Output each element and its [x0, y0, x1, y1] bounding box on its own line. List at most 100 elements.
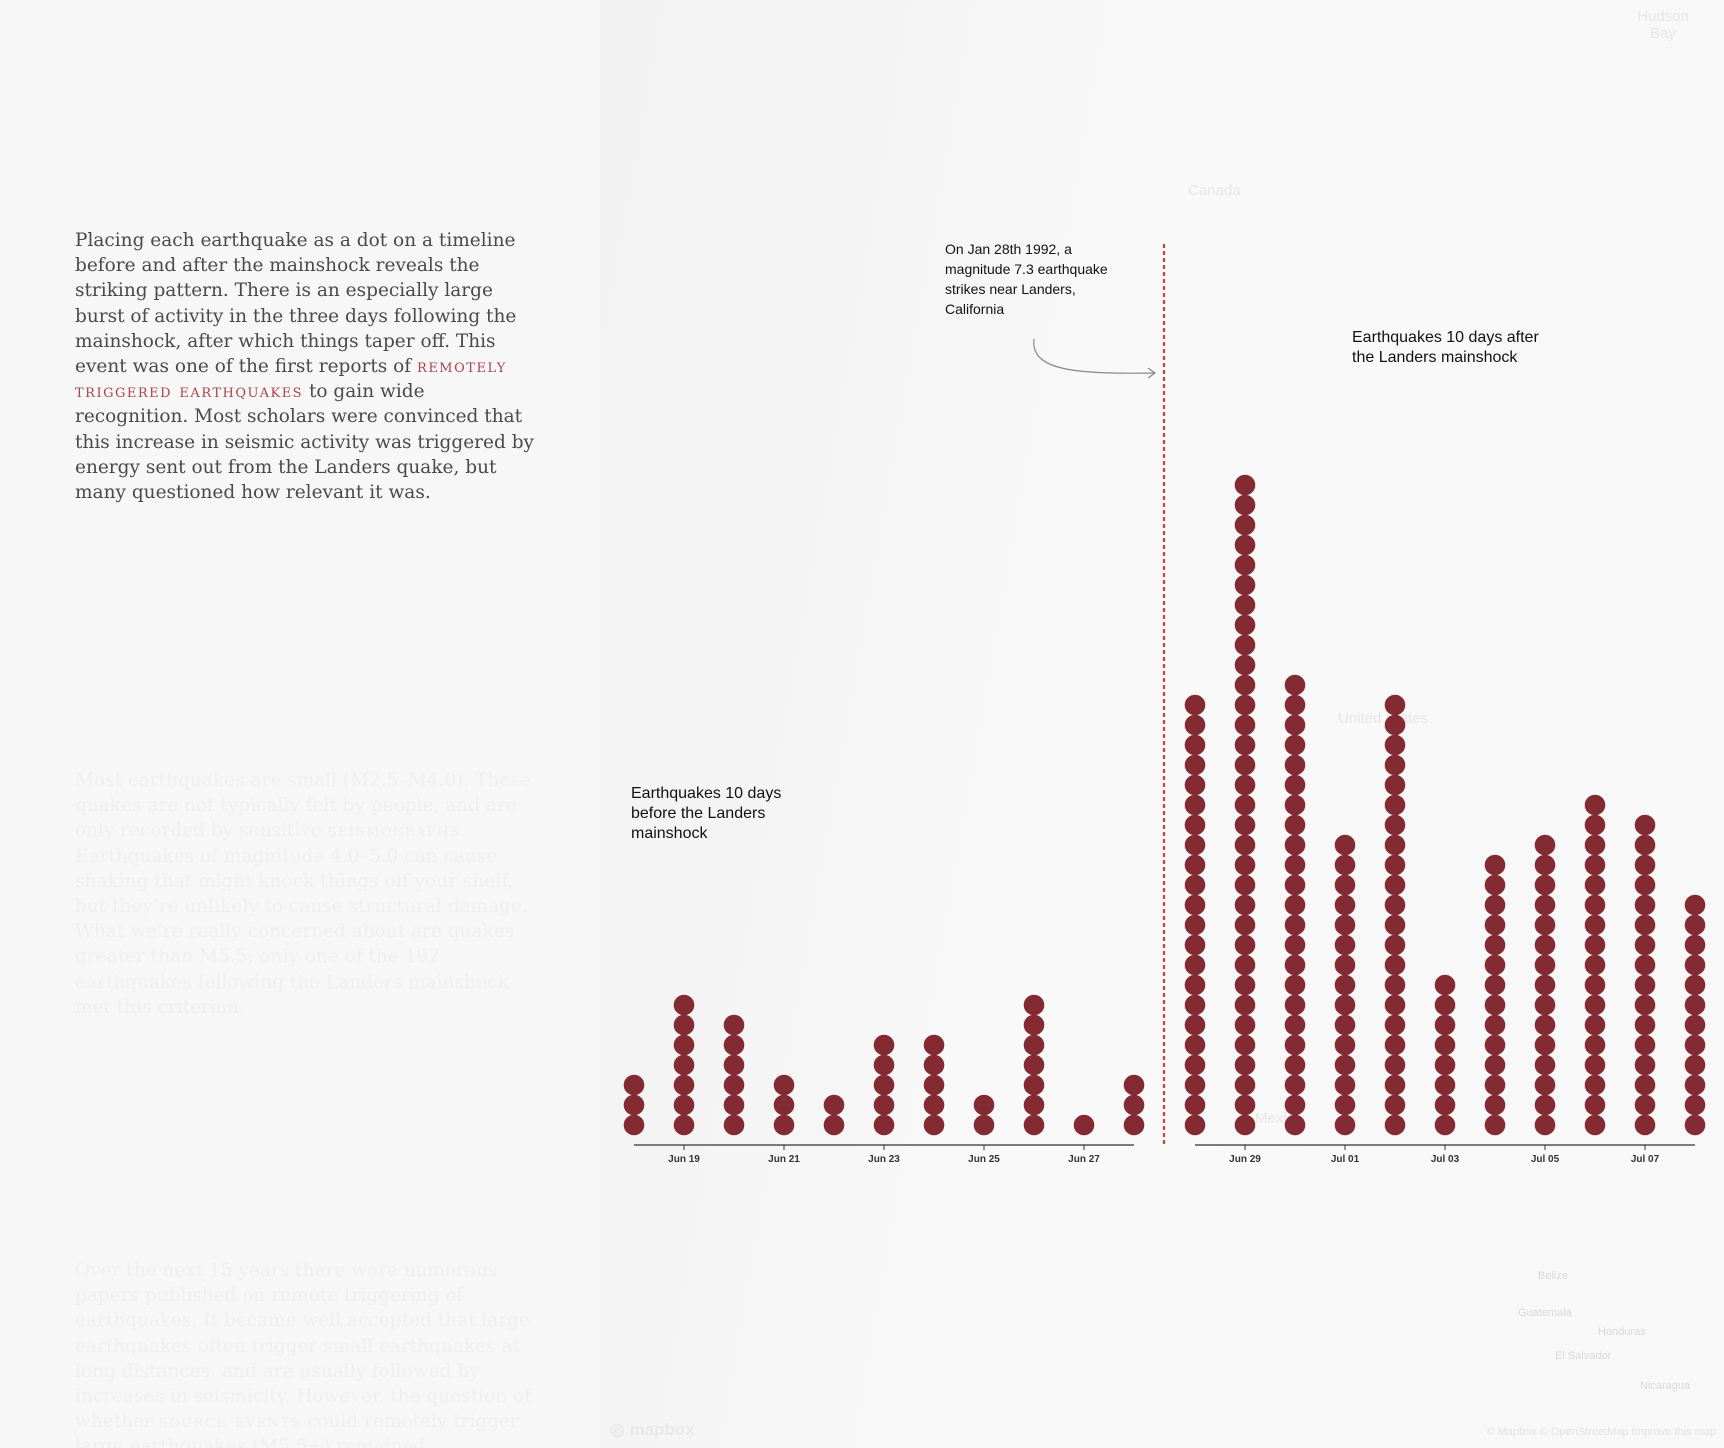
earthquake-dot [1234, 694, 1256, 716]
earthquake-dot [1584, 794, 1606, 816]
link-seismographs[interactable]: seismographs [327, 820, 461, 842]
tick-label: Jun 29 [1229, 1154, 1261, 1165]
earthquake-dot [1184, 814, 1206, 836]
earthquake-dot [1584, 894, 1606, 916]
earthquake-dot [1634, 834, 1656, 856]
earthquake-dot [1184, 1094, 1206, 1116]
earthquake-dot [1484, 954, 1506, 976]
earthquake-dot [1384, 974, 1406, 996]
earthquake-dot [1284, 834, 1306, 856]
tick-label: Jun 27 [1068, 1154, 1100, 1165]
earthquake-dot [673, 1094, 695, 1116]
earthquake-dot [1234, 534, 1256, 556]
earthquake-dot [1234, 854, 1256, 876]
earthquake-dot [1534, 1074, 1556, 1096]
earthquake-dot [1684, 1094, 1706, 1116]
earthquake-dot [723, 1074, 745, 1096]
earthquake-dot [773, 1074, 795, 1096]
earthquake-dot [723, 1054, 745, 1076]
earthquake-dot [1534, 914, 1556, 936]
earthquake-dot [1584, 914, 1606, 936]
paragraph-text: could remotely trigger large earthquakes… [75, 1411, 519, 1448]
earthquake-dot [1384, 934, 1406, 956]
earthquake-dot [1184, 1114, 1206, 1136]
earthquake-dot [1534, 894, 1556, 916]
earthquake-dot [1484, 914, 1506, 936]
earthquake-dot [623, 1114, 645, 1136]
earthquake-dot [1684, 1054, 1706, 1076]
earthquake-dot [773, 1094, 795, 1116]
earthquake-dot [1384, 854, 1406, 876]
earthquake-dot [1434, 1014, 1456, 1036]
earthquake-dot [673, 1114, 695, 1136]
earthquake-dot [1384, 714, 1406, 736]
earthquake-dot [1023, 1074, 1045, 1096]
earthquake-dot [1584, 1054, 1606, 1076]
earthquake-dot [1434, 994, 1456, 1016]
tick-label: Jul 03 [1431, 1154, 1460, 1165]
earthquake-dot [1534, 834, 1556, 856]
after-group: Jun 29 Jul 01 Jul 03 Jul 05 Jul 07 [1184, 474, 1706, 1165]
before-column-jun-28 [1123, 1074, 1145, 1136]
earthquake-dot [1234, 574, 1256, 596]
earthquake-dot [1334, 1094, 1356, 1116]
earthquake-dot [873, 1054, 895, 1076]
earthquake-dot [1334, 1014, 1356, 1036]
earthquake-dot [1123, 1074, 1145, 1096]
earthquake-dot [1234, 1114, 1256, 1136]
map-attribution[interactable]: © Mapbox © OpenStreetMap Improve this ma… [1486, 1426, 1716, 1438]
before-column-jun-22 [823, 1094, 845, 1136]
mapbox-logo[interactable]: ◎ mapbox [610, 1420, 695, 1439]
earthquake-dot [1334, 1114, 1356, 1136]
earthquake-dot [1234, 1034, 1256, 1056]
earthquake-dot [1234, 554, 1256, 576]
earthquake-dot [1484, 1094, 1506, 1116]
earthquake-dot [1484, 994, 1506, 1016]
earthquake-dot [1584, 814, 1606, 836]
before-column-jun-21 [773, 1074, 795, 1136]
earthquake-dot [623, 1094, 645, 1116]
earthquake-dot [873, 1034, 895, 1056]
earthquake-dot [1684, 974, 1706, 996]
tick-label: Jun 23 [868, 1154, 900, 1165]
before-column-jun-26 [1023, 994, 1045, 1136]
earthquake-dot [1534, 974, 1556, 996]
earthquake-dot [1484, 974, 1506, 996]
earthquake-dot [1684, 994, 1706, 1016]
earthquake-dot [1484, 1074, 1506, 1096]
link-source-events[interactable]: source events [158, 1411, 302, 1433]
earthquake-dot [1184, 834, 1206, 856]
earthquake-dot [1634, 1074, 1656, 1096]
earthquake-dot [1284, 914, 1306, 936]
earthquake-dot [1284, 1014, 1306, 1036]
earthquake-dot [1484, 1114, 1506, 1136]
earthquake-dot [1184, 714, 1206, 736]
earthquake-dot [1334, 974, 1356, 996]
earthquake-dot [1234, 494, 1256, 516]
after-column-jun-30 [1284, 674, 1306, 1136]
earthquake-dot [723, 1114, 745, 1136]
after-column-jul-02 [1384, 694, 1406, 1136]
earthquake-dot [1234, 754, 1256, 776]
earthquake-dot [1184, 934, 1206, 956]
earthquake-dot [1384, 894, 1406, 916]
map-label-belize: Belize [1538, 1270, 1568, 1282]
earthquake-dot [1184, 1054, 1206, 1076]
earthquake-dot [1484, 1014, 1506, 1036]
earthquake-dot [1184, 1074, 1206, 1096]
map-label-hudson-bay: Hudson Bay [1637, 8, 1689, 42]
earthquake-dot [1284, 814, 1306, 836]
earthquake-dot [1023, 994, 1045, 1016]
link-remotely-triggered-earthquakes[interactable]: Remotely triggered earthquakes [75, 356, 507, 403]
earthquake-dot [1184, 754, 1206, 776]
earthquake-dot [673, 1014, 695, 1036]
earthquake-dot [1484, 1054, 1506, 1076]
before-column-jun-25 [973, 1094, 995, 1136]
map-label-el-salvador: El Salvador [1555, 1350, 1612, 1362]
after-column-jul-06 [1584, 794, 1606, 1136]
earthquake-dot [1384, 734, 1406, 756]
background-map[interactable]: Hudson Bay Canada United States Mexico B… [600, 0, 1724, 1448]
earthquake-dot [1184, 794, 1206, 816]
earthquake-dot [1234, 514, 1256, 536]
earthquake-dot [1584, 994, 1606, 1016]
